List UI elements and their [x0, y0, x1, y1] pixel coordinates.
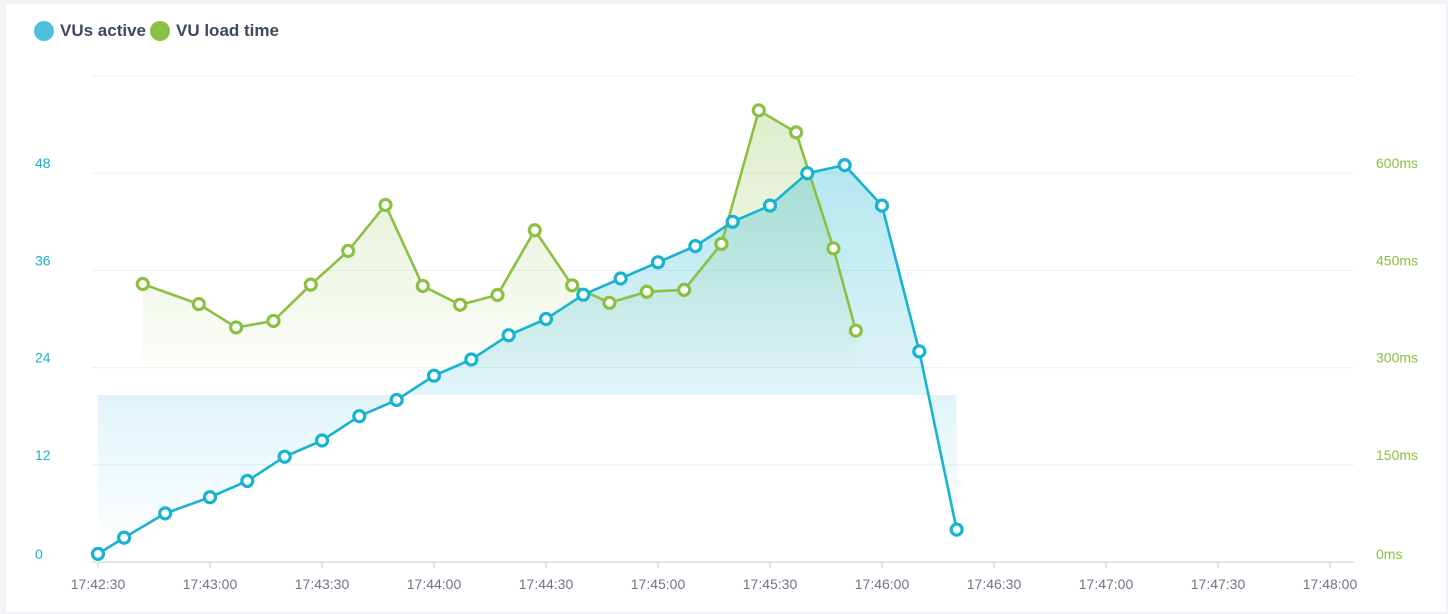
data-point-vu-load-time	[303, 277, 318, 292]
data-point-vu-load-time	[341, 243, 356, 259]
y-right-tick-label: 450ms	[1376, 252, 1418, 268]
legend-item-vus-active[interactable]: VUs active	[34, 21, 146, 41]
y-right-tick-label: 600ms	[1376, 155, 1418, 171]
data-point-vus-active	[650, 255, 666, 270]
x-tick-label: 17:42:30	[71, 576, 126, 592]
data-point-vus-active	[277, 449, 292, 464]
data-point-vus-active	[117, 530, 132, 545]
x-tick-label: 17:47:00	[1079, 576, 1134, 592]
y-axis-left: 0 12 24 36 48	[35, 155, 51, 562]
data-point-vu-load-time	[135, 276, 150, 292]
data-point-vu-load-time	[848, 323, 863, 338]
data-point-vus-active	[426, 368, 442, 383]
y-left-tick-label: 48	[35, 155, 51, 171]
data-point-vu-load-time	[415, 278, 430, 294]
data-point-vus-active	[240, 473, 255, 489]
y-left-tick-label: 36	[35, 252, 51, 268]
legend-swatch-vus-active	[34, 21, 54, 41]
y-left-tick-label: 0	[35, 546, 43, 562]
data-point-vu-load-time	[602, 295, 617, 310]
data-point-vus-active	[874, 198, 890, 213]
legend-swatch-vu-load-time	[150, 21, 170, 41]
data-point-vu-load-time	[378, 197, 393, 213]
data-point-vu-load-time	[751, 103, 766, 118]
data-point-vu-load-time	[677, 282, 692, 297]
x-tick-label: 17:43:30	[295, 576, 350, 592]
data-point-vus-active	[389, 392, 404, 408]
data-point-vus-active	[158, 506, 173, 521]
x-tick-label: 17:47:30	[1191, 576, 1246, 592]
chart-legend: VUs active VU load time	[34, 21, 283, 41]
data-point-vus-active	[314, 433, 330, 448]
data-point-vu-load-time	[229, 320, 244, 335]
data-point-vus-active	[464, 352, 479, 367]
legend-label-vus-active: VUs active	[60, 21, 146, 40]
data-point-vus-active	[800, 166, 815, 181]
y-axis-right: 0ms 150ms 300ms 450ms 600ms	[1376, 155, 1418, 562]
data-point-vu-load-time	[565, 278, 580, 293]
x-axis: 17:42:30 17:43:00 17:43:30 17:44:00 17:44:30…	[71, 562, 1358, 592]
data-point-vu-load-time	[714, 236, 729, 251]
data-point-vus-active	[538, 311, 554, 327]
data-point-vus-active	[352, 409, 367, 424]
x-tick-label: 17:44:30	[519, 576, 574, 592]
x-tick-label: 17:44:00	[407, 576, 462, 592]
legend-label-vu-load-time: VU load time	[176, 21, 279, 40]
series-area-vus-active	[98, 165, 957, 554]
data-point-vus-active	[202, 490, 218, 505]
y-right-tick-label: 0ms	[1376, 546, 1402, 562]
data-point-vus-active	[501, 328, 516, 343]
data-point-vus-active	[837, 158, 852, 173]
y-left-tick-label: 12	[35, 447, 51, 463]
data-point-vu-load-time	[639, 284, 654, 299]
data-point-vus-active	[688, 239, 703, 254]
data-point-vu-load-time	[789, 125, 804, 140]
x-tick-label: 17:43:00	[183, 576, 238, 592]
y-right-tick-label: 300ms	[1376, 350, 1418, 366]
legend-item-vu-load-time[interactable]: VU load time	[150, 21, 279, 41]
data-point-vus-active	[613, 271, 628, 286]
data-point-vus-active	[725, 214, 740, 229]
x-tick-label: 17:46:30	[967, 576, 1022, 592]
x-tick-label: 17:45:00	[631, 576, 686, 592]
y-right-tick-label: 150ms	[1376, 447, 1418, 463]
series-line-vu-load-time	[142, 109, 858, 332]
data-point-vu-load-time	[527, 223, 542, 238]
data-point-vu-load-time	[191, 296, 206, 312]
y-left-tick-label: 24	[35, 350, 51, 366]
data-point-vus-active	[576, 287, 591, 302]
x-tick-label: 17:46:00	[855, 576, 910, 592]
series-areas	[98, 110, 957, 554]
data-point-vus-active	[949, 522, 964, 537]
data-point-vus-active	[90, 546, 106, 562]
data-point-vus-active	[912, 344, 927, 359]
series-points	[90, 103, 964, 562]
data-point-vus-active	[762, 198, 778, 213]
data-point-vu-load-time	[826, 241, 841, 256]
x-tick-label: 17:48:00	[1303, 576, 1358, 592]
data-point-vu-load-time	[266, 313, 281, 329]
x-tick-label: 17:45:30	[743, 576, 798, 592]
data-point-vu-load-time	[490, 287, 505, 303]
data-point-vu-load-time	[453, 297, 468, 312]
